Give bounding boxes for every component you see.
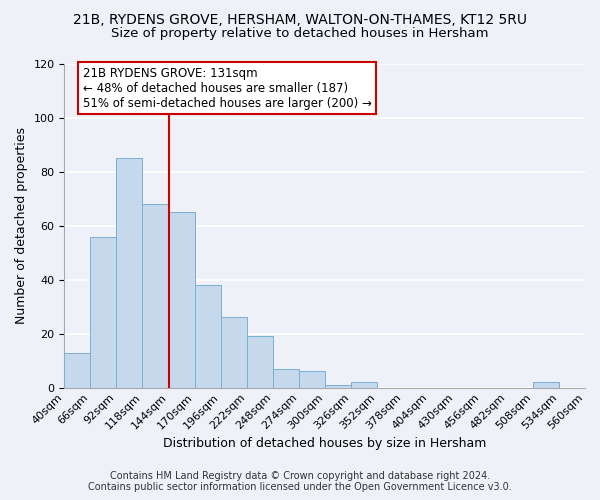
Bar (533, 382, 559, 388)
Bar (325, 385, 351, 388)
Text: Size of property relative to detached houses in Hersham: Size of property relative to detached ho… (111, 28, 489, 40)
Bar (91, 236, 116, 388)
Text: 21B RYDENS GROVE: 131sqm
← 48% of detached houses are smaller (187)
51% of semi-: 21B RYDENS GROVE: 131sqm ← 48% of detach… (83, 66, 371, 110)
Bar (116, 158, 142, 388)
Text: Contains HM Land Registry data © Crown copyright and database right 2024.
Contai: Contains HM Land Registry data © Crown c… (88, 471, 512, 492)
Bar (142, 204, 169, 388)
X-axis label: Distribution of detached houses by size in Hersham: Distribution of detached houses by size … (163, 437, 487, 450)
Bar (169, 212, 194, 388)
Bar (272, 368, 299, 388)
Bar (194, 285, 221, 388)
Bar (299, 372, 325, 388)
Text: 21B, RYDENS GROVE, HERSHAM, WALTON-ON-THAMES, KT12 5RU: 21B, RYDENS GROVE, HERSHAM, WALTON-ON-TH… (73, 12, 527, 26)
Y-axis label: Number of detached properties: Number of detached properties (15, 128, 28, 324)
Bar (221, 318, 247, 388)
Bar (64, 352, 91, 388)
Bar (351, 382, 377, 388)
Bar (247, 336, 272, 388)
